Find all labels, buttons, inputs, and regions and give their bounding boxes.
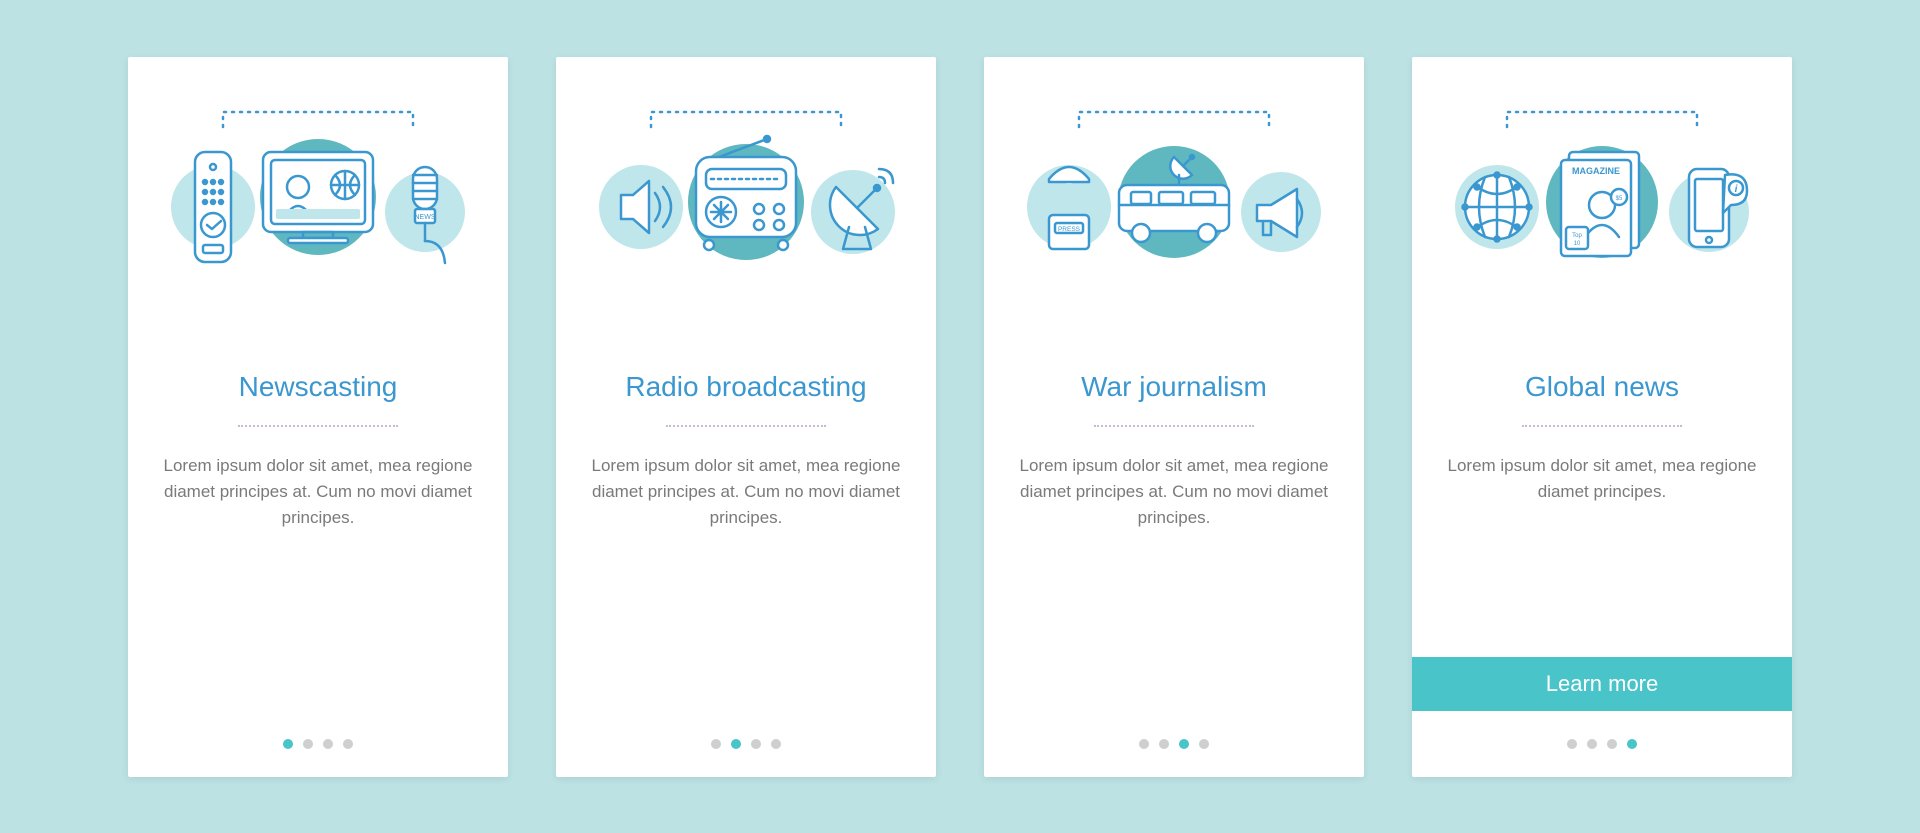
dot-4[interactable] — [1199, 739, 1209, 749]
card-newscasting: NEWS Newscasting Lorem ipsum dolor sit a… — [128, 57, 508, 777]
dot-1[interactable] — [711, 739, 721, 749]
svg-text:i: i — [1735, 184, 1738, 195]
divider — [666, 425, 826, 427]
card-title: Global news — [1444, 371, 1760, 403]
svg-text:MAGAZINE: MAGAZINE — [1572, 166, 1620, 176]
card-body: Lorem ipsum dolor sit amet, mea regione … — [588, 453, 904, 711]
divider — [1094, 425, 1254, 427]
page-dots — [160, 739, 476, 749]
learn-more-button[interactable]: Learn more — [1412, 657, 1792, 711]
newscasting-illustration-icon: NEWS — [163, 97, 473, 307]
card-radio-broadcasting: Radio broadcasting Lorem ipsum dolor sit… — [556, 57, 936, 777]
dot-3[interactable] — [1179, 739, 1189, 749]
card-global-news: MAGAZINE $5 Top 10 i Global news Lorem — [1412, 57, 1792, 777]
war-journalism-illustration-icon: PRESS — [1019, 97, 1329, 307]
illustration: NEWS — [160, 97, 476, 347]
card-war-journalism: PRESS War journalism — [984, 57, 1364, 777]
dot-4[interactable] — [343, 739, 353, 749]
card-title: War journalism — [1016, 371, 1332, 403]
card-title: Radio broadcasting — [588, 371, 904, 403]
radio-illustration-icon — [591, 97, 901, 307]
card-title: Newscasting — [160, 371, 476, 403]
card-body: Lorem ipsum dolor sit amet, mea regione … — [160, 453, 476, 711]
svg-text:PRESS: PRESS — [1058, 226, 1081, 233]
dot-3[interactable] — [323, 739, 333, 749]
illustration: PRESS — [1016, 97, 1332, 347]
card-body: Lorem ipsum dolor sit amet, mea regione … — [1016, 453, 1332, 711]
page-dots — [1444, 739, 1760, 749]
card-body: Lorem ipsum dolor sit amet, mea regione … — [1444, 453, 1760, 553]
dot-3[interactable] — [1607, 739, 1617, 749]
dot-1[interactable] — [1139, 739, 1149, 749]
global-news-illustration-icon: MAGAZINE $5 Top 10 i — [1447, 97, 1757, 307]
divider — [1522, 425, 1682, 427]
divider — [238, 425, 398, 427]
svg-text:10: 10 — [1574, 241, 1581, 247]
dot-2[interactable] — [303, 739, 313, 749]
dot-1[interactable] — [1567, 739, 1577, 749]
dot-4[interactable] — [1627, 739, 1637, 749]
svg-text:NEWS: NEWS — [415, 214, 436, 221]
dot-2[interactable] — [1159, 739, 1169, 749]
dot-4[interactable] — [771, 739, 781, 749]
card-row: NEWS Newscasting Lorem ipsum dolor sit a… — [80, 57, 1840, 777]
dot-2[interactable] — [1587, 739, 1597, 749]
dot-1[interactable] — [283, 739, 293, 749]
illustration: MAGAZINE $5 Top 10 i — [1444, 97, 1760, 347]
dot-2[interactable] — [731, 739, 741, 749]
illustration — [588, 97, 904, 347]
page-dots — [588, 739, 904, 749]
page-dots — [1016, 739, 1332, 749]
svg-text:Top: Top — [1572, 233, 1582, 239]
dot-3[interactable] — [751, 739, 761, 749]
svg-text:$5: $5 — [1616, 196, 1623, 202]
